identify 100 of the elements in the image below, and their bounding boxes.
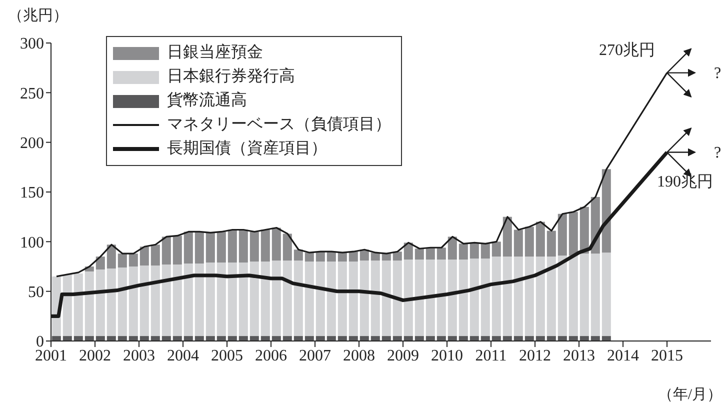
bar [106,268,116,336]
bar [194,232,204,264]
bar [282,336,292,341]
bar [524,336,534,341]
bar [480,258,490,336]
bar [514,230,523,257]
bar [106,244,116,268]
bar [172,236,182,265]
bar [348,252,358,262]
bar [250,232,259,262]
bar [162,264,171,336]
bar [392,336,402,341]
bar [216,262,226,336]
bar [404,260,413,336]
bar [524,256,534,336]
bar [194,264,204,336]
bar [580,206,589,254]
bar [184,264,193,336]
bar [118,267,127,336]
bar [260,262,270,336]
x-tick-label: 2013 [563,347,595,364]
bar [96,269,105,336]
bar [470,336,479,341]
bar [448,336,457,341]
bar [96,336,105,341]
bar [458,244,468,260]
bar [140,336,149,341]
y-tick-label: 50 [28,284,44,302]
bar [62,336,72,341]
bar [536,336,545,341]
bar [370,260,380,336]
bar [272,336,281,341]
bar [392,260,402,336]
bar [128,336,138,341]
y-tick-label: 250 [20,85,44,102]
bar [316,336,325,341]
bar [480,336,490,341]
bar [106,336,116,341]
bar [436,248,446,260]
bar [524,226,534,257]
bar [150,266,160,336]
legend-label: 日銀当座預金 [167,42,263,63]
bar [568,212,578,256]
bar [326,262,336,336]
bar [326,336,336,341]
bar [128,254,138,266]
bar [238,262,248,336]
x-tick-label: 2010 [431,347,463,364]
bar [84,336,94,341]
y-tick-label: 150 [20,184,44,202]
bar [590,336,600,341]
bar [590,254,600,336]
bar [404,336,413,341]
x-tick-label: 2009 [387,347,419,364]
bar [216,336,226,341]
bar [568,256,578,336]
bar [382,254,391,261]
bar [118,336,127,341]
x-tick-label: 2015 [651,347,683,364]
bar [338,262,347,336]
x-axis-title: （年/月） [658,386,722,404]
bar [272,260,281,336]
bar [304,336,314,341]
bar [74,336,83,341]
bar [206,262,215,336]
bar [602,252,611,336]
bar [194,336,204,341]
x-tick-label: 2012 [519,347,551,364]
bar [514,336,523,341]
bar [470,242,479,259]
y-tick-label: 200 [20,135,44,152]
bar [316,262,325,336]
legend-label: 日本銀行券発行高 [167,66,295,87]
bar [172,264,182,336]
bar [228,262,237,336]
bar [260,336,270,341]
bar [602,169,611,253]
x-tick-label: 2005 [211,347,243,364]
bar [260,230,270,262]
bar [184,336,193,341]
bar [502,216,512,257]
x-tick-label: 2007 [299,347,331,364]
bar [294,260,303,336]
bar [426,248,435,260]
bar [568,336,578,341]
bar [492,336,501,341]
bar [448,260,457,336]
bar [348,262,358,336]
bar [458,336,468,341]
bar [546,230,556,257]
annotation: 270兆円 [599,40,655,59]
bar [294,250,303,261]
bar [502,256,512,336]
bar [436,336,446,341]
bar [360,260,369,336]
bar [140,246,149,266]
bar [304,252,314,262]
bar [150,244,160,266]
legend-label: マネタリーベース（負債項目） [167,115,391,135]
bar [184,232,193,264]
